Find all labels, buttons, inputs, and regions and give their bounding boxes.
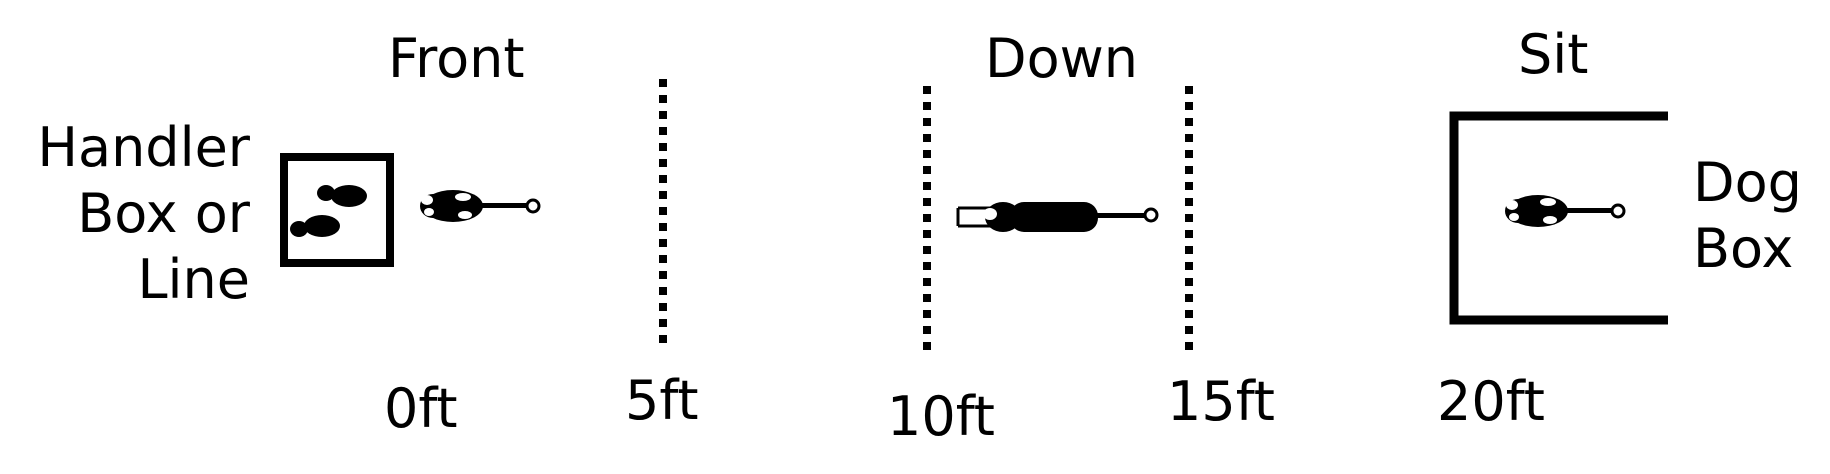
label-sit: Sit — [1518, 23, 1589, 86]
label-down: Down — [985, 27, 1139, 90]
dog-front-icon — [418, 188, 541, 224]
distance-5ft: 5ft — [625, 369, 699, 432]
label-front: Front — [388, 27, 525, 90]
dog-box-line1: Dog — [1693, 151, 1802, 214]
distance-10ft: 10ft — [887, 385, 995, 448]
handler-box-line2: Box or — [77, 182, 250, 245]
label-dog-box: Dog Box — [1693, 150, 1802, 282]
distance-15ft: 15ft — [1167, 370, 1275, 433]
handler-box-line1: Handler — [37, 116, 250, 179]
dog-box-line2: Box — [1693, 217, 1794, 280]
dog-box — [1449, 111, 1668, 325]
distance-0ft: 0ft — [384, 377, 458, 440]
distance-20ft: 20ft — [1437, 370, 1545, 433]
label-handler-box: Handler Box or Line — [37, 115, 250, 313]
dog-down-icon — [956, 202, 1159, 232]
dog-sit-icon — [1503, 193, 1626, 229]
footprints-icon — [290, 185, 367, 237]
handler-box-line3: Line — [137, 248, 250, 311]
handler-box — [280, 153, 394, 267]
